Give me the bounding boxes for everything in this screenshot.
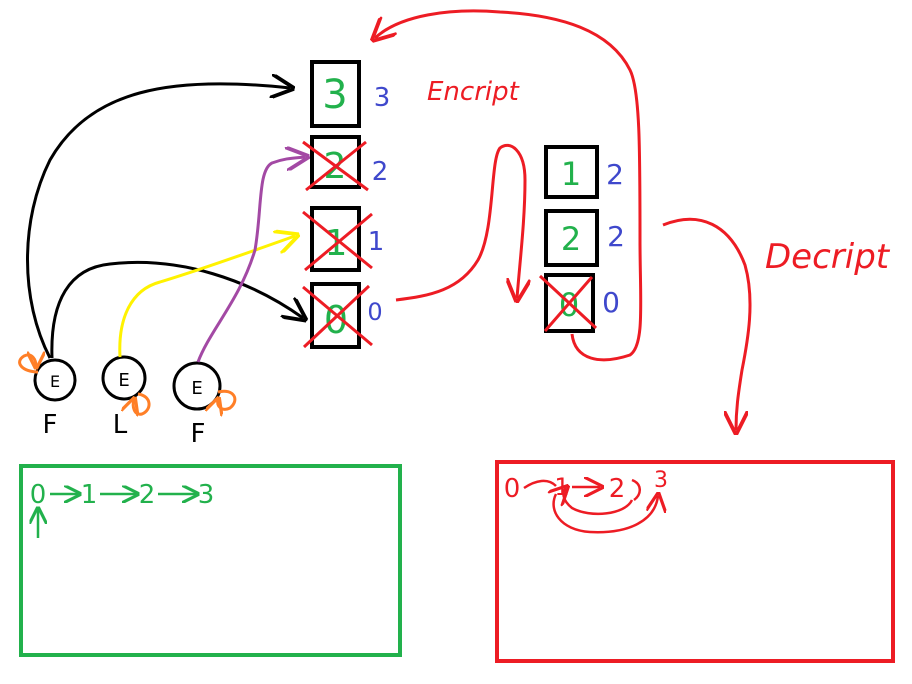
node: E F [18, 355, 77, 440]
self-loop-arrow [218, 389, 237, 409]
left-stack-cell: 0 0 [302, 282, 383, 349]
right-stack-index: 2 [607, 220, 625, 253]
cross-mark [302, 210, 373, 270]
self-loop-arrow [18, 355, 38, 374]
encrypt-label: Encript [427, 77, 520, 107]
cross-mark [538, 274, 598, 330]
red-return-arrow-inner [564, 488, 634, 515]
left-stack-cell: 2 2 [302, 135, 389, 192]
left-stack-index: 2 [372, 157, 389, 187]
top-return-path [375, 9, 643, 362]
node: E L [101, 355, 151, 440]
green-seq-0: 0 [30, 480, 47, 510]
right-stack-cell: 1 2 [544, 145, 624, 199]
left-stack-index: 0 [367, 298, 382, 326]
red-seq-2: 2 [609, 474, 626, 504]
left-stack: 3 3 2 2 1 1 0 0 [302, 60, 391, 349]
right-stack-cell: 2 2 [544, 209, 625, 267]
node: E F [172, 361, 237, 449]
left-stack-index: 3 [374, 83, 391, 113]
node-symbol: E [50, 372, 60, 391]
green-seq-3: 3 [198, 480, 215, 510]
decrypt-label: Decript [765, 237, 891, 277]
node-caption: F [43, 410, 58, 440]
right-stack-index: 0 [602, 286, 620, 319]
left-stack-cell: 3 3 [310, 60, 391, 128]
cross-mark [302, 284, 371, 349]
cross-mark [305, 140, 367, 192]
black-arrow-to-cell-0 [50, 260, 303, 359]
nodes: E F E L E F [18, 355, 237, 449]
right-stack-digit: 1 [561, 155, 581, 193]
left-stack-digit: 3 [322, 72, 347, 118]
self-loop-arrow [133, 392, 151, 414]
right-stack-digit: 2 [561, 220, 581, 258]
black-arrow-to-cell-3 [26, 84, 291, 359]
green-seq-2: 2 [139, 480, 156, 510]
right-stack-cell: 0 0 [538, 273, 620, 333]
purple-arrow-to-cell-2 [196, 157, 305, 363]
red-seq-1: 1 [554, 473, 569, 501]
node-caption: F [191, 419, 206, 449]
node-symbol: E [191, 378, 202, 399]
node-caption: L [113, 410, 128, 440]
decrypt-path [662, 217, 752, 430]
red-box: 0 1 2 3 [495, 460, 895, 663]
encrypt-path [395, 143, 525, 300]
red-arrow [523, 479, 557, 490]
red-seq-3: 3 [654, 468, 668, 493]
node-symbol: E [118, 370, 129, 391]
right-stack: 1 2 2 2 0 0 [538, 145, 625, 333]
red-seq-0: 0 [504, 474, 521, 504]
green-box: 0 1 2 3 [19, 464, 402, 657]
red-arrow [631, 478, 641, 501]
right-stack-index: 2 [606, 158, 624, 191]
left-stack-index: 1 [368, 227, 385, 257]
left-stack-cell: 1 1 [302, 206, 385, 272]
cross-mark [304, 212, 373, 272]
cross-mark [543, 276, 594, 332]
red-return-arrow-outer [552, 494, 658, 534]
green-seq-1: 1 [81, 480, 98, 510]
